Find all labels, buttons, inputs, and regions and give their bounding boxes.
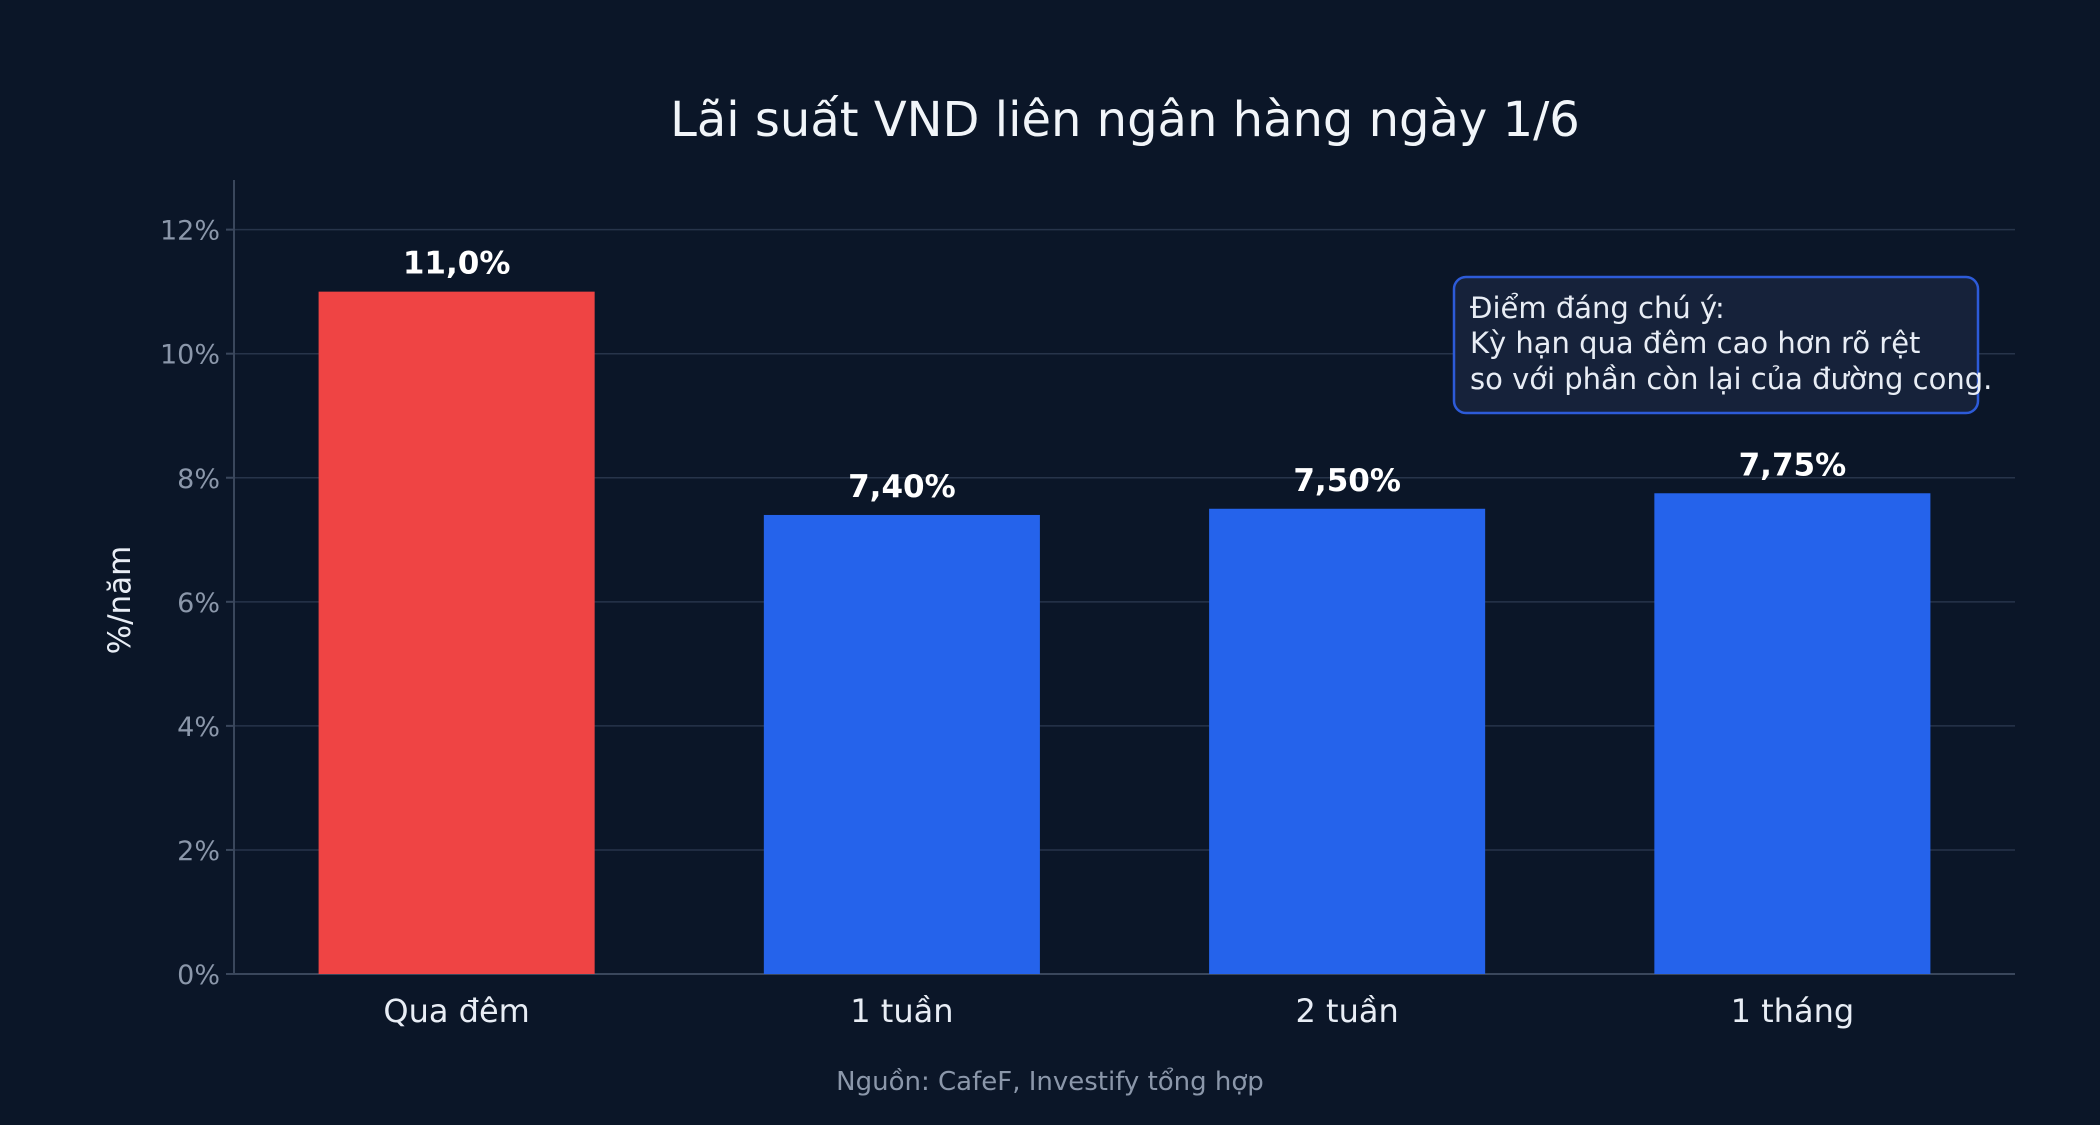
y-axis-label: %/năm [102,546,138,655]
x-tick-label: 1 tuần [850,992,953,1030]
y-tick-label: 0% [177,960,220,991]
y-tick-labels: 0% 2% 4% 6% 8% 10% 12% [160,216,234,991]
y-tick-label: 4% [177,712,220,743]
y-tick-label: 2% [177,836,220,867]
bar [318,291,595,974]
bars: 11,0% 7,40% 7,50% 7,75% [318,246,1931,974]
category-labels: Qua đêm 1 tuần 2 tuần 1 tháng [383,992,1854,1030]
annotation-line-2: Kỳ hạn qua đêm cao hơn rõ rệt [1470,326,1920,360]
data-label: 7,75% [1739,447,1847,483]
x-tick-label: 1 tháng [1731,992,1855,1030]
x-tick-label: 2 tuần [1296,992,1399,1030]
bar [1209,508,1486,974]
annotation-frame [1452,275,1980,415]
x-tick-label: Qua đêm [383,992,529,1030]
y-tick-label: 8% [177,464,220,495]
y-tick-label: 6% [177,588,220,619]
source-note: Nguồn: CafeF, Investify tổng hợp [836,1066,1264,1097]
annotation-box: Điểm đáng chú ý: Kỳ hạn qua đêm cao hơn … [1452,275,1992,415]
data-label: 7,40% [848,469,956,505]
data-label: 11,0% [403,246,511,282]
annotation-line-1: Điểm đáng chú ý: [1470,291,1725,325]
y-tick-label: 10% [160,340,220,371]
data-label: 7,50% [1293,463,1401,499]
y-tick-label: 12% [160,216,220,247]
annotation-line-3: so với phần còn lại của đường cong. [1470,362,1992,396]
bar [1654,493,1931,974]
chart-title: Lãi suất VND liên ngân hàng ngày 1/6 [670,92,1580,148]
bar [763,514,1040,974]
